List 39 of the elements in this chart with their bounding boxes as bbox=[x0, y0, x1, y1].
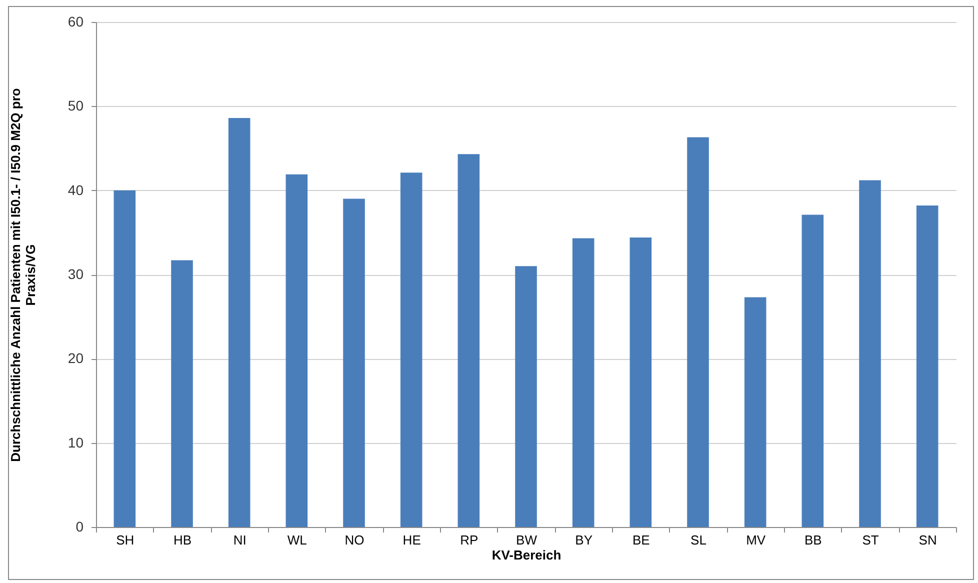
y-axis-title: Durchschnittliche Anzahl Patienten mit I50.1- / I50.9 M2Q pro Praxis/VG bbox=[8, 88, 38, 462]
bar bbox=[286, 174, 308, 527]
y-tick-label: 30 bbox=[68, 266, 84, 282]
x-tick-label: HB bbox=[173, 532, 192, 548]
y-tick-label: 0 bbox=[76, 518, 84, 534]
x-tick-label: HE bbox=[402, 532, 422, 548]
x-tick-label: MV bbox=[746, 532, 766, 548]
y-tick-label: 50 bbox=[68, 98, 84, 114]
x-tick-label: SL bbox=[690, 532, 706, 548]
x-tick-label: BW bbox=[516, 532, 538, 548]
bar bbox=[916, 205, 938, 527]
x-tick-label: NO bbox=[344, 532, 364, 548]
y-tick-label: 20 bbox=[68, 350, 84, 366]
x-tick-label: BE bbox=[632, 532, 650, 548]
bar bbox=[687, 137, 709, 527]
y-tick-label: 10 bbox=[68, 434, 84, 450]
x-tick-label: BY bbox=[575, 532, 593, 548]
bar bbox=[171, 260, 193, 527]
bar bbox=[114, 190, 136, 527]
bar bbox=[515, 266, 537, 527]
y-tick-label: 60 bbox=[68, 14, 84, 30]
bar bbox=[400, 172, 422, 527]
bar bbox=[228, 118, 250, 527]
bar bbox=[802, 214, 824, 527]
x-tick-label: SH bbox=[116, 532, 134, 548]
bar bbox=[458, 154, 480, 527]
bar bbox=[572, 238, 594, 527]
y-tick-label: 40 bbox=[68, 182, 84, 198]
x-tick-label: BB bbox=[804, 532, 822, 548]
bar bbox=[630, 237, 652, 527]
x-tick-label: RP bbox=[460, 532, 478, 548]
x-tick-label: NI bbox=[233, 532, 246, 548]
bar bbox=[859, 180, 881, 527]
bar bbox=[343, 198, 365, 527]
x-tick-label: WL bbox=[287, 532, 307, 548]
x-tick-label: ST bbox=[862, 532, 879, 548]
bar bbox=[744, 297, 766, 527]
x-tick-label: SN bbox=[918, 532, 937, 548]
x-axis-title: KV-Bereich bbox=[492, 548, 562, 562]
